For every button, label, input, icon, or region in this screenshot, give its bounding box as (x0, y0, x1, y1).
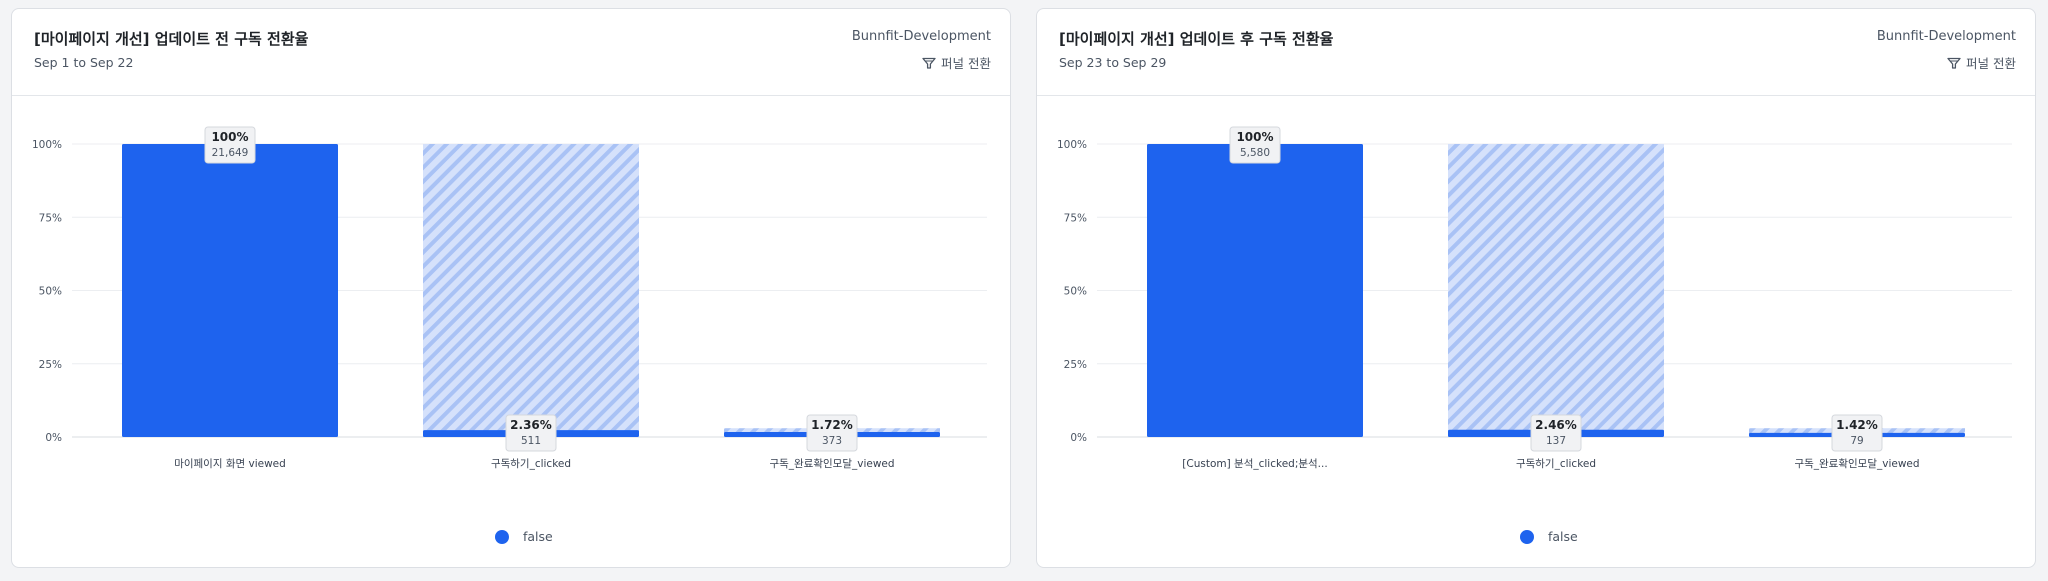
y-tick-label: 75% (39, 212, 62, 224)
count-label: 79 (1850, 435, 1863, 447)
date-range: Sep 1 to Sep 22 (34, 55, 134, 70)
y-tick-label: 50% (39, 286, 62, 298)
x-tick-label: 구독하기_clicked (491, 457, 571, 470)
chart-card-after: [마이페이지 개선] 업데이트 후 구독 전환율 Sep 23 to Sep 2… (1036, 8, 2036, 568)
y-tick-label: 0% (1070, 432, 1087, 444)
count-label: 373 (822, 435, 842, 447)
value-label: 100% (211, 130, 248, 144)
chart-card-before: [마이페이지 개선] 업데이트 전 구독 전환율 Sep 1 to Sep 22… (11, 8, 1011, 568)
legend-label[interactable]: false (523, 529, 553, 544)
value-label-box (806, 414, 858, 452)
value-label: 2.36% (510, 418, 552, 432)
x-tick-label: 구독_완료확인모달_viewed (1794, 457, 1919, 470)
card-header: [마이페이지 개선] 업데이트 전 구독 전환율 Sep 1 to Sep 22… (12, 9, 1010, 96)
project-name: Bunnfit-Development (851, 29, 991, 44)
value-label: 1.42% (1836, 418, 1878, 432)
card-header: [마이페이지 개선] 업데이트 후 구독 전환율 Sep 23 to Sep 2… (1037, 9, 2035, 96)
funnel-chart: 0% 25% 50% 75% 100% 100% 21,649 마이페이지 화면 viewed… (32, 126, 987, 544)
project-name: Bunnfit-Development (1876, 29, 2016, 44)
legend-swatch[interactable] (1520, 530, 1534, 544)
funnel-mode-label: 퍼널 전환 (1966, 56, 2016, 71)
value-label-box (505, 414, 557, 452)
y-tick-label: 100% (1057, 139, 1087, 151)
value-label-box (204, 126, 256, 164)
legend-swatch[interactable] (495, 530, 509, 544)
date-range: Sep 23 to Sep 29 (1059, 55, 1167, 70)
count-label: 5,580 (1240, 147, 1270, 159)
funnel-mode-label: 퍼널 전환 (941, 56, 991, 71)
dropoff-bar[interactable] (423, 144, 639, 437)
chart-title[interactable]: [마이페이지 개선] 업데이트 전 구독 전환율 (34, 30, 309, 48)
x-tick-label: 구독하기_clicked (1516, 457, 1596, 470)
dropoff-bar[interactable] (1448, 144, 1664, 437)
count-label: 21,649 (212, 147, 249, 159)
count-label: 137 (1546, 435, 1566, 447)
value-label-box (1530, 414, 1582, 452)
y-tick-label: 75% (1064, 212, 1087, 224)
value-label: 2.46% (1535, 418, 1577, 432)
funnel-chart: 0% 25% 50% 75% 100% 100% 5,580 [Custom] 분석_clic… (1057, 126, 2012, 544)
value-label-box (1229, 126, 1281, 164)
x-tick-label: 구독_완료확인모달_viewed (769, 457, 894, 470)
bar[interactable] (1147, 144, 1363, 437)
y-tick-label: 100% (32, 139, 62, 151)
y-tick-label: 25% (39, 359, 62, 371)
y-tick-label: 25% (1064, 359, 1087, 371)
y-tick-label: 50% (1064, 286, 1087, 298)
count-label: 511 (521, 435, 541, 447)
y-tick-label: 0% (45, 432, 62, 444)
funnel-mode[interactable]: 퍼널 전환 (1947, 53, 2016, 72)
x-tick-label: 마이페이지 화면 viewed (174, 458, 286, 470)
funnel-mode[interactable]: 퍼널 전환 (922, 53, 991, 72)
x-tick-label: [Custom] 분석_clicked;분석... (1182, 458, 1327, 470)
funnel-icon (1947, 57, 1961, 69)
value-label: 1.72% (811, 418, 853, 432)
chart-title[interactable]: [마이페이지 개선] 업데이트 후 구독 전환율 (1059, 30, 1334, 48)
value-label: 100% (1236, 130, 1273, 144)
value-label-box (1831, 414, 1883, 452)
funnel-icon (922, 57, 936, 69)
legend-label[interactable]: false (1548, 529, 1578, 544)
bar[interactable] (122, 144, 338, 437)
